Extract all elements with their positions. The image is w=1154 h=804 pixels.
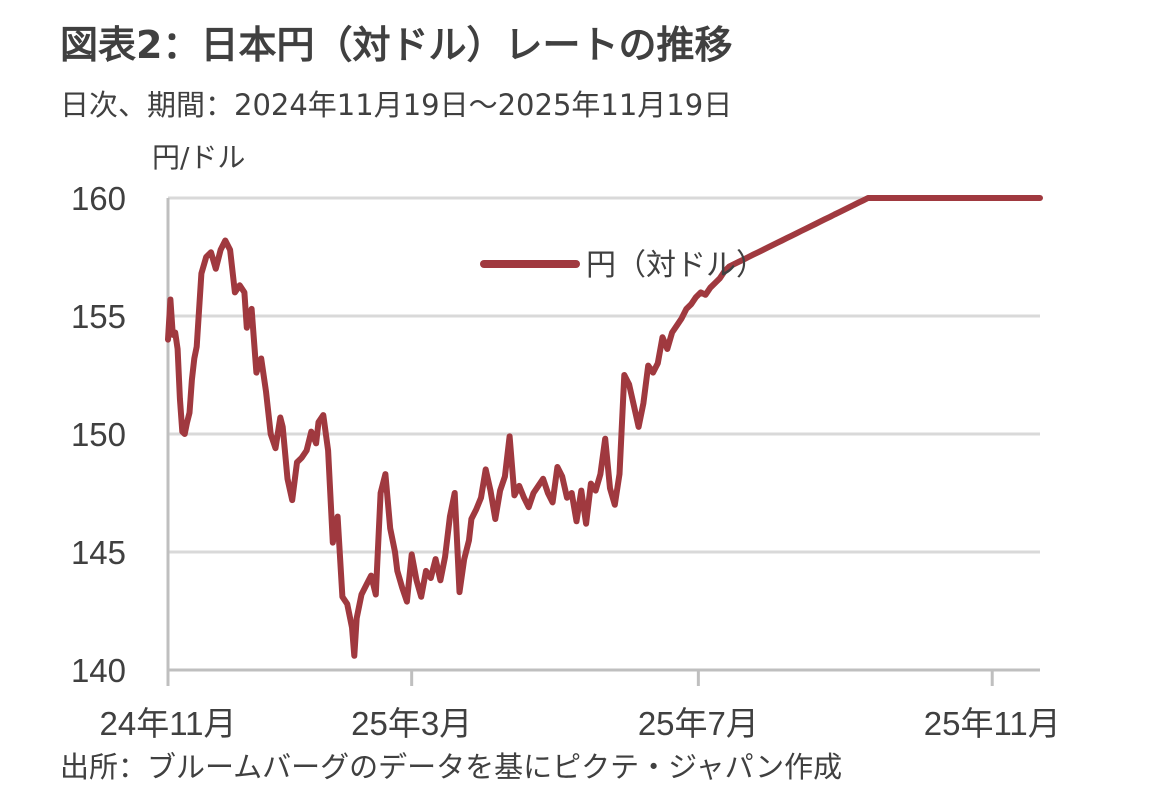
y-tick-labels: 140 145 150 155 160 [71, 180, 126, 689]
x-axis: 24年11月 25年3月 25年7月 25年11月 [100, 198, 1061, 742]
series-line [165, 195, 1043, 659]
x-tick-label: 25年3月 [351, 705, 472, 742]
x-tick-label: 25年11月 [924, 705, 1061, 742]
x-tick-label: 24年11月 [100, 705, 237, 742]
source-note: 出所：ブルームバーグのデータを基にピクテ・ジャパン作成 [60, 750, 843, 784]
y-tick-label: 160 [71, 180, 126, 217]
y-tick-label: 150 [71, 416, 126, 453]
y-tick-label: 145 [71, 534, 126, 571]
chart-subtitle: 日次、期間：2024年11月19日～2025年11月19日 [60, 88, 733, 122]
legend: 円（対ドル） [480, 248, 766, 283]
y-tick-label: 155 [71, 298, 126, 335]
chart-title: 図表2：日本円（対ドル）レートの推移 [60, 23, 733, 67]
y-axis-label: 円/ドル [152, 141, 245, 174]
y-tick-label: 140 [71, 652, 126, 689]
series-lines [165, 195, 1043, 659]
legend-label: 円（対ドル） [586, 248, 766, 283]
x-tick-label: 25年7月 [638, 705, 759, 742]
